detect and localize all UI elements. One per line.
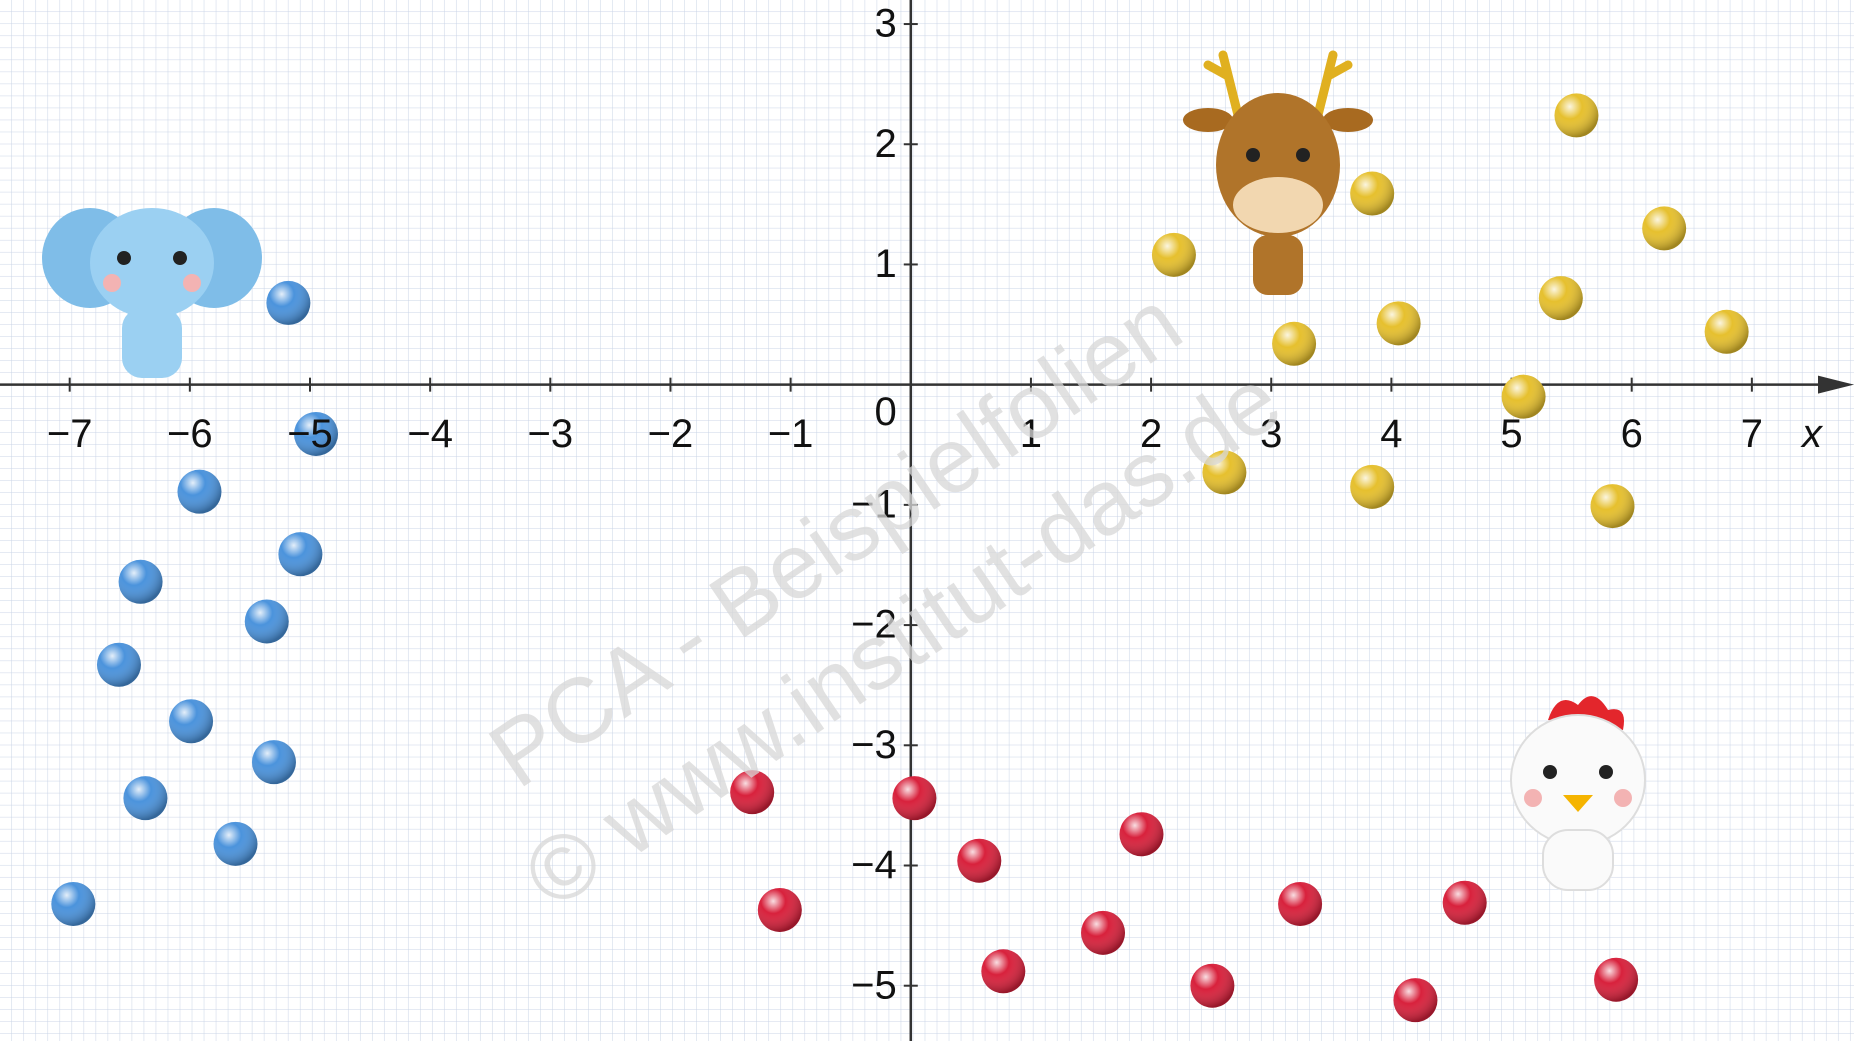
x-tick-label: −5 <box>287 412 333 456</box>
y-tick-label: 1 <box>875 242 897 286</box>
point-shine <box>730 770 775 815</box>
y-tick-label: 2 <box>875 122 897 166</box>
y-tick-label: −2 <box>851 603 897 647</box>
point-shine <box>244 599 289 644</box>
point-shine <box>1590 484 1635 529</box>
point-shine <box>1119 812 1164 857</box>
point-shine <box>1393 978 1438 1023</box>
point-shine <box>1594 957 1639 1002</box>
x-axis-label: x <box>1800 412 1824 456</box>
point-shine <box>1704 309 1749 354</box>
x-tick-label: −6 <box>167 412 213 456</box>
x-tick-label: 5 <box>1500 412 1522 456</box>
x-tick-label: 7 <box>1741 412 1763 456</box>
x-tick-label: −7 <box>47 412 93 456</box>
point-shine <box>981 949 1026 994</box>
deer-icon <box>1183 50 1373 295</box>
y-tick-label: −5 <box>851 963 897 1007</box>
point-shine <box>96 642 141 687</box>
point-shine <box>51 881 96 926</box>
point-shine <box>169 699 214 744</box>
point-shine <box>251 740 296 785</box>
point-shine <box>177 469 222 514</box>
point-shine <box>118 559 163 604</box>
point-shine <box>1278 881 1323 926</box>
y-tick-label: −1 <box>851 482 897 526</box>
point-shine <box>757 887 802 932</box>
x-tick-label: −2 <box>648 412 694 456</box>
x-tick-label: 1 <box>1020 412 1042 456</box>
y-tick-label: 3 <box>875 2 897 46</box>
x-tick-label: −1 <box>768 412 814 456</box>
point-shine <box>1350 171 1395 216</box>
animal-icons <box>42 50 1646 891</box>
point-shine <box>294 411 339 456</box>
point-shine <box>1190 963 1235 1008</box>
point-shine <box>266 280 311 325</box>
point-shine <box>892 776 937 821</box>
point-shine <box>1081 910 1126 955</box>
point-shine <box>1554 93 1599 138</box>
x-tick-label: 2 <box>1140 412 1162 456</box>
point-shine <box>213 821 258 866</box>
point-shine <box>1538 276 1583 321</box>
point-shine <box>1376 301 1421 346</box>
origin-label: 0 <box>875 390 897 434</box>
point-shine <box>957 838 1002 883</box>
point-shine <box>1350 464 1395 509</box>
point-shine <box>1501 374 1546 419</box>
chicken-icon <box>1510 696 1646 891</box>
point-shine <box>278 532 323 577</box>
x-tick-label: −4 <box>407 412 453 456</box>
point-shine <box>1202 450 1247 495</box>
x-tick-label: −3 <box>528 412 574 456</box>
x-tick-label: 4 <box>1380 412 1402 456</box>
elephant-icon <box>42 208 262 378</box>
x-axis-arrow <box>1818 375 1854 394</box>
point-shine <box>1151 232 1196 277</box>
point-shine <box>1272 321 1317 366</box>
point-shine <box>1442 880 1487 925</box>
point-shine <box>1642 206 1687 251</box>
x-tick-label: 3 <box>1260 412 1282 456</box>
y-tick-label: −4 <box>851 843 897 887</box>
point-shine <box>123 776 168 821</box>
x-tick-label: 6 <box>1621 412 1643 456</box>
y-tick-label: −3 <box>851 723 897 767</box>
